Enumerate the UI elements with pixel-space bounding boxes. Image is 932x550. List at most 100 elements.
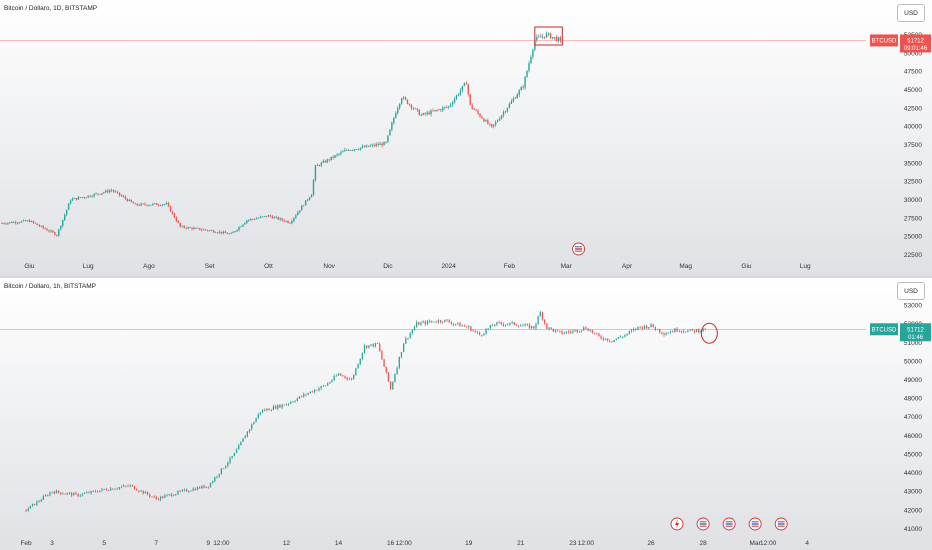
hourly-candle — [507, 324, 509, 326]
daily-candle — [404, 97, 407, 100]
hourly-candle — [411, 330, 413, 334]
daily-candle — [400, 98, 403, 104]
hourly-candle — [429, 320, 431, 322]
hourly-candle — [593, 332, 596, 334]
daily-candle — [281, 218, 283, 221]
daily-candle — [216, 232, 219, 234]
hourly-candle — [511, 322, 513, 324]
us-flag-event-icon[interactable] — [722, 517, 736, 531]
daily-candle — [193, 227, 195, 230]
daily-candle — [185, 227, 187, 229]
hourly-candle — [346, 377, 348, 380]
daily-candle — [67, 203, 70, 210]
hourly-candle — [602, 338, 604, 340]
daily-candle — [355, 149, 358, 150]
us-flag-event-icon[interactable] — [572, 242, 586, 256]
us-flag-event-icon[interactable] — [696, 517, 710, 531]
currency-button[interactable]: USD — [897, 282, 925, 300]
hourly-chart-svg[interactable]: 5300052000510005000049000480004700046000… — [0, 278, 932, 550]
hourly-candle — [311, 391, 314, 393]
daily-candle — [34, 222, 37, 224]
hourly-candle — [316, 389, 318, 391]
hourly-candle — [457, 322, 459, 324]
hourly-candle — [300, 396, 303, 398]
hourly-candle — [77, 493, 79, 497]
hourly-candle — [463, 325, 466, 327]
hourly-candle — [142, 490, 144, 494]
daily-candle — [289, 222, 291, 224]
daily-candle — [522, 87, 524, 88]
hourly-candle — [205, 486, 207, 488]
currency-button[interactable]: USD — [897, 4, 925, 22]
daily-candle — [487, 120, 489, 124]
daily-candle — [416, 108, 419, 110]
lightning-event-icon[interactable] — [670, 517, 684, 531]
hourly-candle — [303, 394, 305, 397]
daily-candle — [536, 36, 538, 40]
hourly-candle — [398, 356, 400, 368]
hourly-candle — [550, 327, 552, 329]
panel-separator[interactable] — [0, 276, 932, 278]
daily-candle — [11, 222, 13, 223]
hourly-candle — [188, 491, 190, 493]
x-tick-label: Giu — [741, 263, 752, 270]
hourly-candle — [379, 343, 381, 352]
daily-candle — [383, 141, 385, 146]
hourly-candle — [567, 331, 570, 333]
price-tag-box — [900, 34, 931, 53]
daily-candle — [205, 229, 207, 231]
hourly-candle — [27, 508, 29, 511]
daily-candle — [250, 218, 252, 220]
daily-candle — [187, 227, 189, 229]
hourly-candle — [294, 400, 296, 402]
hourly-candle — [183, 489, 186, 491]
daily-candle — [234, 231, 236, 233]
hourly-candle — [617, 337, 620, 339]
daily-candle — [555, 37, 558, 41]
hourly-candle — [674, 328, 676, 332]
daily-candle — [171, 211, 174, 214]
hourly-candle — [680, 331, 683, 332]
daily-candle — [60, 225, 62, 230]
hourly-candle — [201, 485, 203, 489]
lightning-icon-bolt — [675, 519, 680, 529]
x-tick-label: Lug — [800, 263, 811, 270]
daily-candle — [353, 149, 356, 151]
x-tick-label: Mar — [750, 540, 762, 547]
hourly-candle — [444, 319, 446, 322]
daily-candle — [118, 192, 121, 196]
hourly-candle — [639, 326, 641, 328]
us-flag-event-icon[interactable] — [774, 517, 788, 531]
hourly-candle — [402, 343, 405, 352]
us-flag-event-icon[interactable] — [748, 517, 762, 531]
hourly-candle — [64, 493, 66, 495]
hourly-candle — [348, 378, 351, 380]
daily-candle — [457, 94, 460, 96]
daily-chart-svg[interactable]: 5250050000475004500042500400003750035000… — [0, 0, 932, 276]
y-tick-label: 42500 — [904, 105, 922, 112]
hourly-candle — [448, 320, 450, 323]
daily-candle — [351, 150, 354, 151]
daily-candle — [330, 156, 332, 161]
hourly-candle — [196, 487, 199, 491]
hourly-candle — [481, 335, 483, 336]
hourly-candle — [667, 332, 670, 334]
hourly-candle — [90, 490, 92, 494]
daily-candle — [389, 129, 391, 136]
daily-candle — [481, 116, 483, 119]
hourly-candle — [233, 453, 236, 457]
daily-candle — [520, 87, 522, 91]
daily-candle — [79, 197, 82, 198]
hourly-chart-panel[interactable]: Bitcoin / Dollaro, 1h, BITSTAMP USD 5300… — [0, 278, 932, 550]
hourly-candle — [539, 312, 541, 317]
daily-candle — [210, 230, 213, 232]
daily-chart-panel[interactable]: Bitcoin / Dollaro, 1D, BITSTAMP USD 5250… — [0, 0, 932, 276]
daily-candle — [350, 150, 352, 151]
hourly-candle — [136, 489, 138, 491]
daily-candle — [177, 221, 180, 223]
daily-candle — [504, 111, 507, 113]
daily-candle — [165, 203, 168, 205]
hourly-candle — [287, 403, 290, 405]
daily-candle — [238, 227, 240, 230]
hourly-candle — [324, 385, 327, 387]
